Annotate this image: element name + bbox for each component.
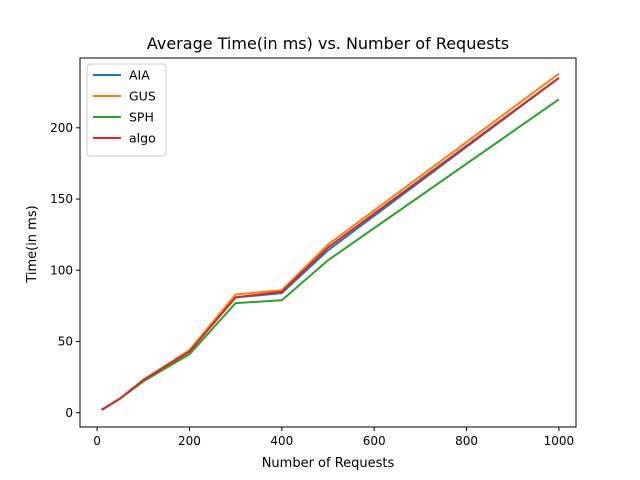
y-tick-label: 200 (50, 121, 73, 135)
legend: AIA GUS SPH algo (86, 63, 167, 157)
series-lines (101, 72, 560, 411)
y-tick-label: 100 (50, 263, 73, 277)
x-tick-label: 800 (455, 434, 478, 448)
plot-frame (79, 57, 577, 428)
legend-box (86, 63, 167, 157)
x-axis-title: Number of Requests (262, 456, 395, 471)
legend-label: GUS (129, 89, 156, 104)
x-axis: 0 200 400 600 800 1000 (93, 427, 574, 448)
x-tick-label: 0 (93, 434, 101, 448)
y-axis-title: Time(in ms) (25, 205, 40, 283)
x-tick-label: 1000 (544, 434, 575, 448)
y-tick-label: 150 (50, 192, 73, 206)
y-tick-label: 50 (58, 335, 73, 349)
legend-label: SPH (129, 110, 154, 125)
x-tick-label: 400 (270, 434, 293, 448)
chart-title: Average Time(in ms) vs. Number of Reques… (147, 34, 509, 53)
x-tick-label: 200 (178, 434, 201, 448)
series-line-algo (101, 77, 560, 411)
legend-label: AIA (129, 68, 150, 83)
y-axis: 0 50 100 150 200 (50, 121, 80, 420)
plot-area: 0 200 400 600 800 1000 0 50 100 150 200 (50, 57, 577, 448)
x-tick-label: 600 (363, 434, 386, 448)
y-tick-label: 0 (65, 406, 73, 420)
legend-label: algo (129, 131, 156, 146)
